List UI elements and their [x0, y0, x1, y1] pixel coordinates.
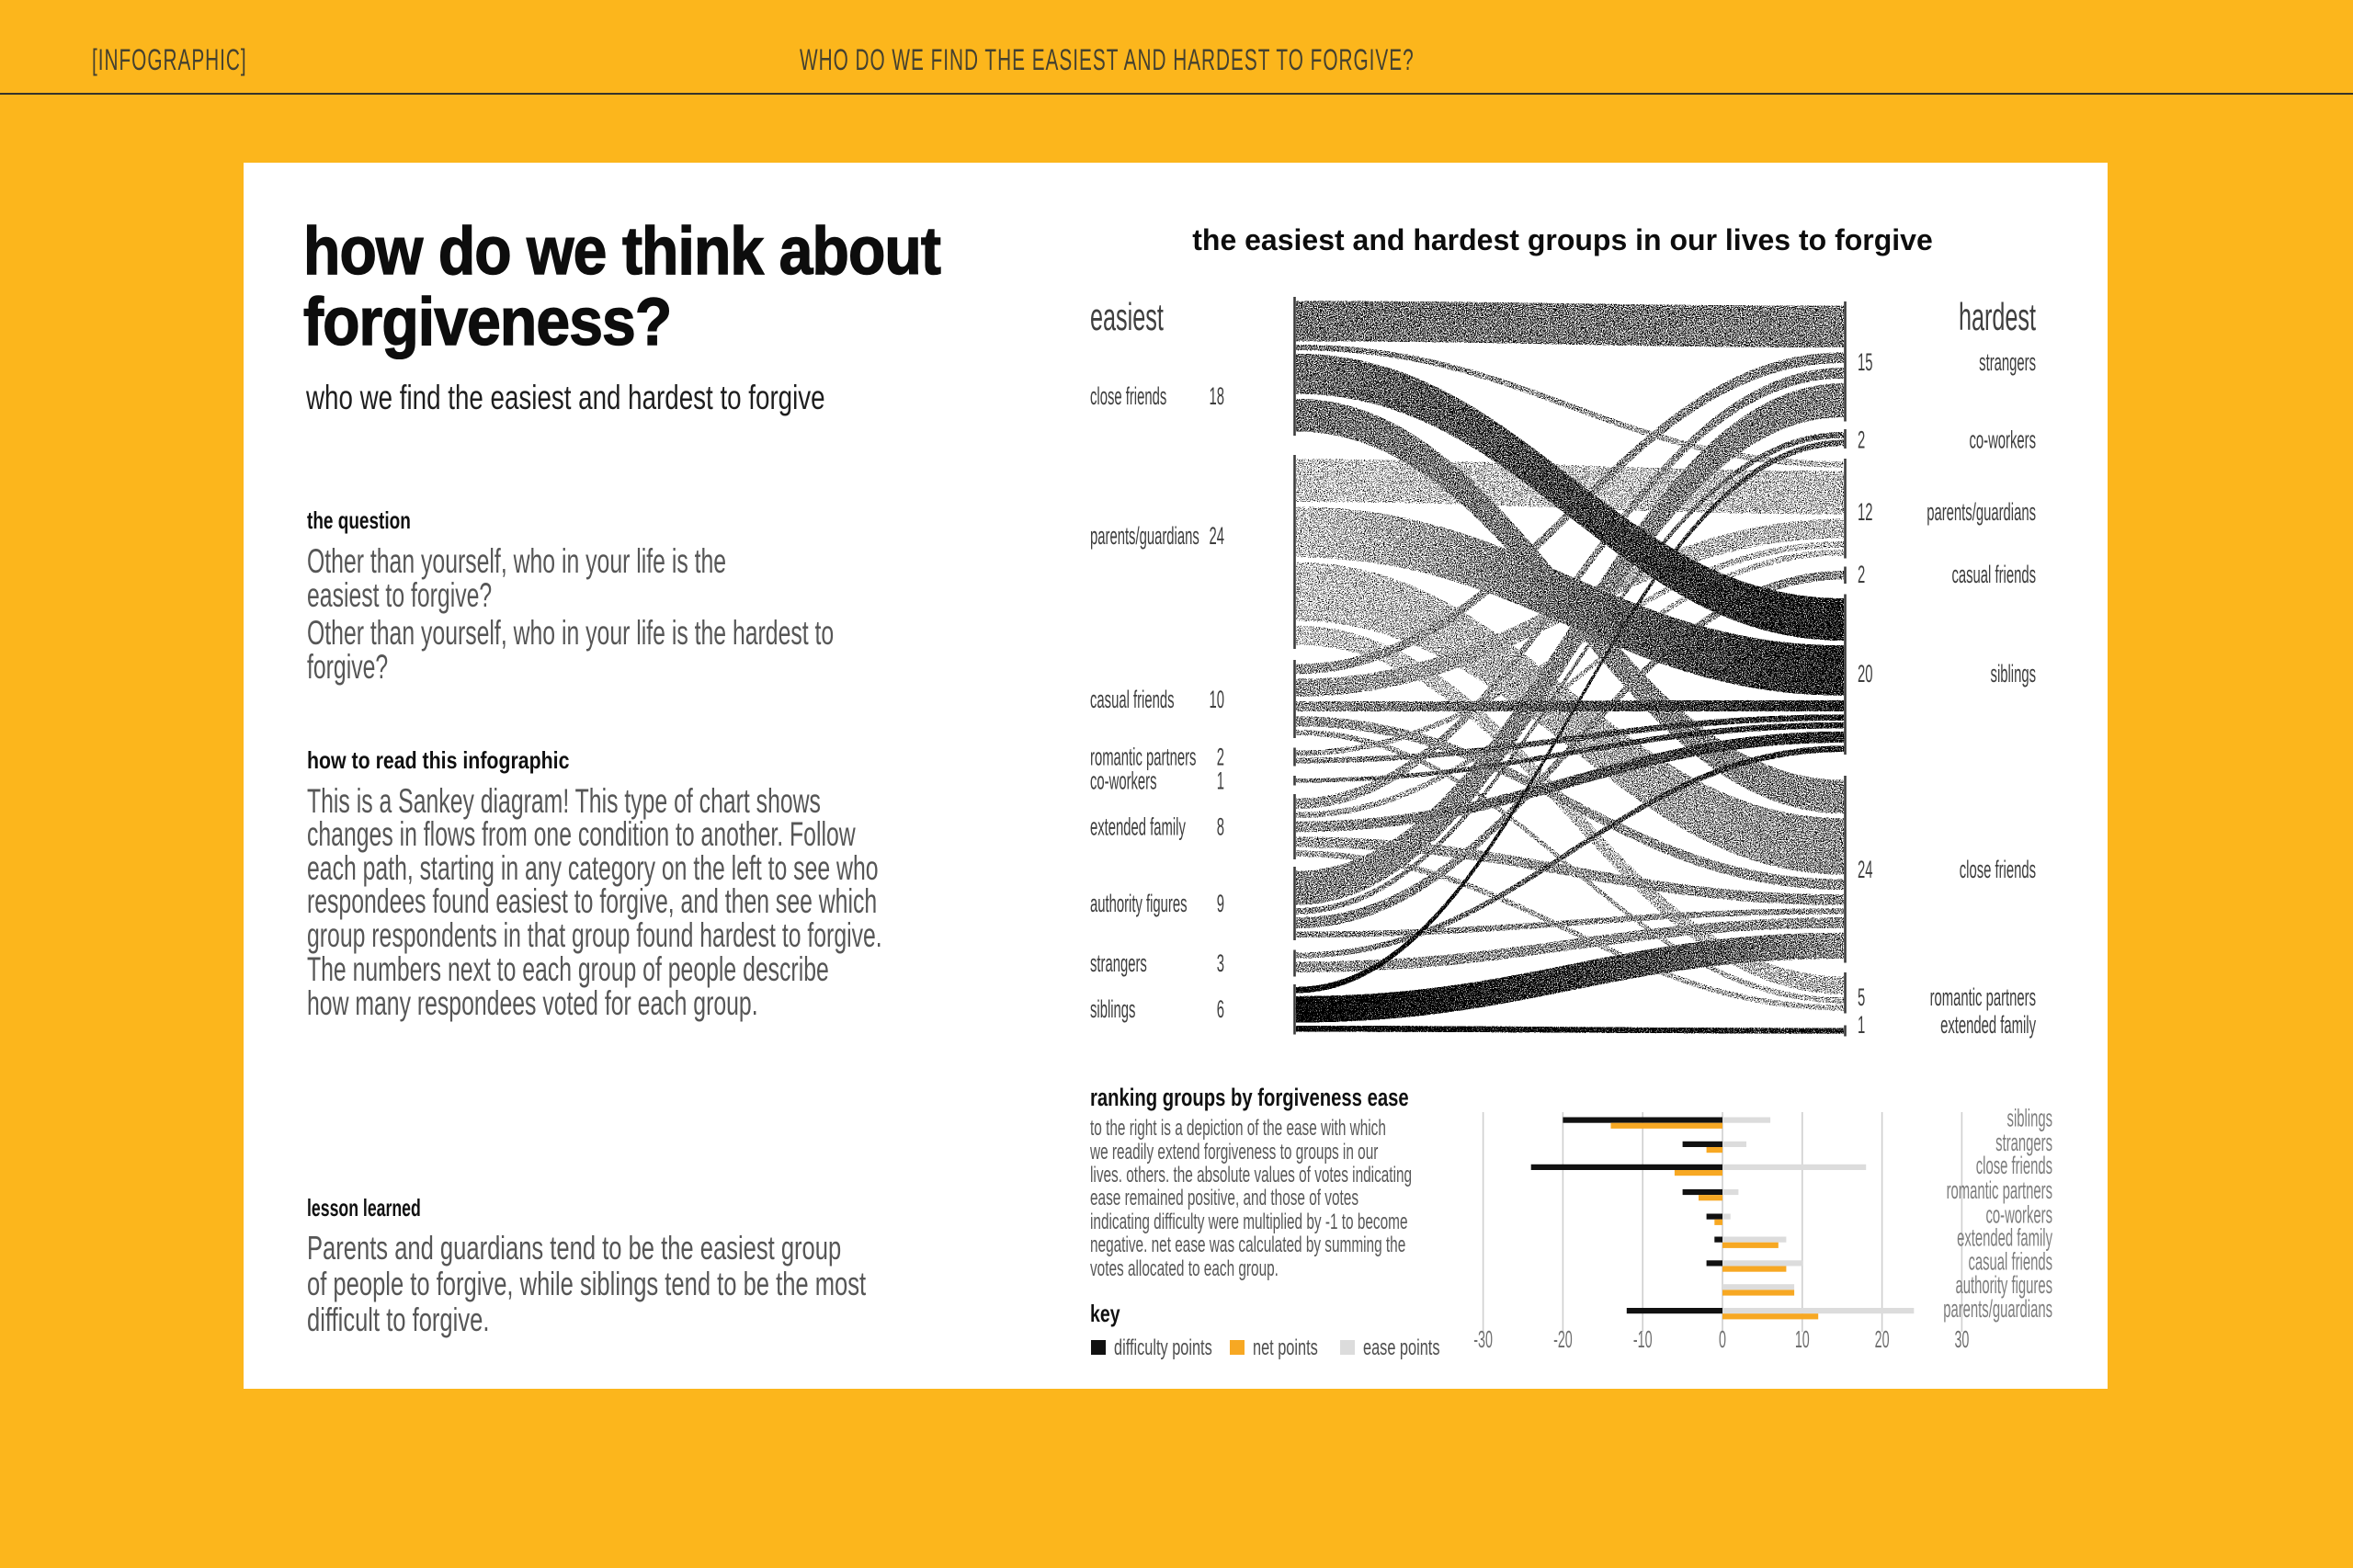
svg-text:2: 2: [1217, 743, 1224, 771]
svg-text:18: 18: [1209, 381, 1224, 410]
svg-text:9: 9: [1217, 889, 1224, 917]
svg-text:extended family: extended family: [1957, 1223, 2052, 1252]
svg-text:extended family: extended family: [1090, 812, 1186, 841]
svg-text:parents/guardians: parents/guardians: [1943, 1294, 2052, 1323]
svg-text:casual friends: casual friends: [1090, 685, 1175, 713]
svg-text:the easiest and hardest groups: the easiest and hardest groups in our li…: [1192, 223, 1933, 256]
svg-text:co-workers: co-workers: [1090, 767, 1157, 795]
svg-text:12: 12: [1858, 497, 1873, 526]
svg-text:casual friends: casual friends: [1951, 560, 2036, 588]
svg-text:strangers: strangers: [1979, 347, 2036, 376]
svg-text:24: 24: [1858, 855, 1873, 883]
svg-text:siblings: siblings: [1090, 994, 1136, 1023]
svg-text:close friends: close friends: [1090, 381, 1166, 410]
svg-text:easiest: easiest: [1090, 297, 1164, 339]
svg-text:romantic partners: romantic partners: [1930, 983, 2037, 1011]
svg-text:co-workers: co-workers: [1969, 426, 2036, 454]
svg-text:siblings: siblings: [1991, 659, 2037, 687]
svg-text:siblings: siblings: [2007, 1104, 2053, 1132]
svg-text:5: 5: [1858, 983, 1865, 1011]
svg-text:2: 2: [1858, 426, 1865, 454]
svg-text:1: 1: [1217, 767, 1224, 795]
svg-text:20: 20: [1875, 1327, 1890, 1354]
svg-text:authority figures: authority figures: [1955, 1270, 2052, 1299]
svg-text:8: 8: [1217, 812, 1224, 841]
svg-text:15: 15: [1858, 347, 1873, 376]
svg-text:-10: -10: [1633, 1327, 1653, 1354]
svg-text:parents/guardians: parents/guardians: [1927, 497, 2036, 526]
svg-text:close friends: close friends: [1960, 855, 2036, 883]
svg-text:20: 20: [1858, 659, 1873, 687]
svg-text:10: 10: [1209, 685, 1224, 713]
svg-text:co-workers: co-workers: [1985, 1200, 2052, 1229]
svg-text:hardest: hardest: [1959, 297, 2036, 339]
svg-text:-20: -20: [1553, 1327, 1573, 1354]
svg-text:30: 30: [1954, 1327, 1969, 1354]
svg-text:romantic partners: romantic partners: [1947, 1176, 2053, 1204]
svg-text:close friends: close friends: [1976, 1151, 2052, 1179]
svg-text:strangers: strangers: [1995, 1128, 2052, 1156]
svg-text:3: 3: [1217, 949, 1224, 977]
svg-text:0: 0: [1719, 1327, 1726, 1354]
svg-text:6: 6: [1217, 994, 1224, 1023]
svg-text:-30: -30: [1473, 1327, 1493, 1354]
svg-text:strangers: strangers: [1090, 949, 1147, 977]
svg-text:parents/guardians: parents/guardians: [1090, 521, 1199, 550]
svg-text:extended family: extended family: [1940, 1010, 2036, 1039]
svg-text:authority figures: authority figures: [1090, 889, 1188, 917]
svg-text:romantic partners: romantic partners: [1090, 743, 1197, 771]
svg-text:casual friends: casual friends: [1968, 1247, 2052, 1276]
svg-text:24: 24: [1209, 521, 1224, 550]
svg-text:10: 10: [1795, 1327, 1810, 1354]
svg-text:2: 2: [1858, 560, 1865, 588]
svg-text:1: 1: [1858, 1010, 1865, 1039]
